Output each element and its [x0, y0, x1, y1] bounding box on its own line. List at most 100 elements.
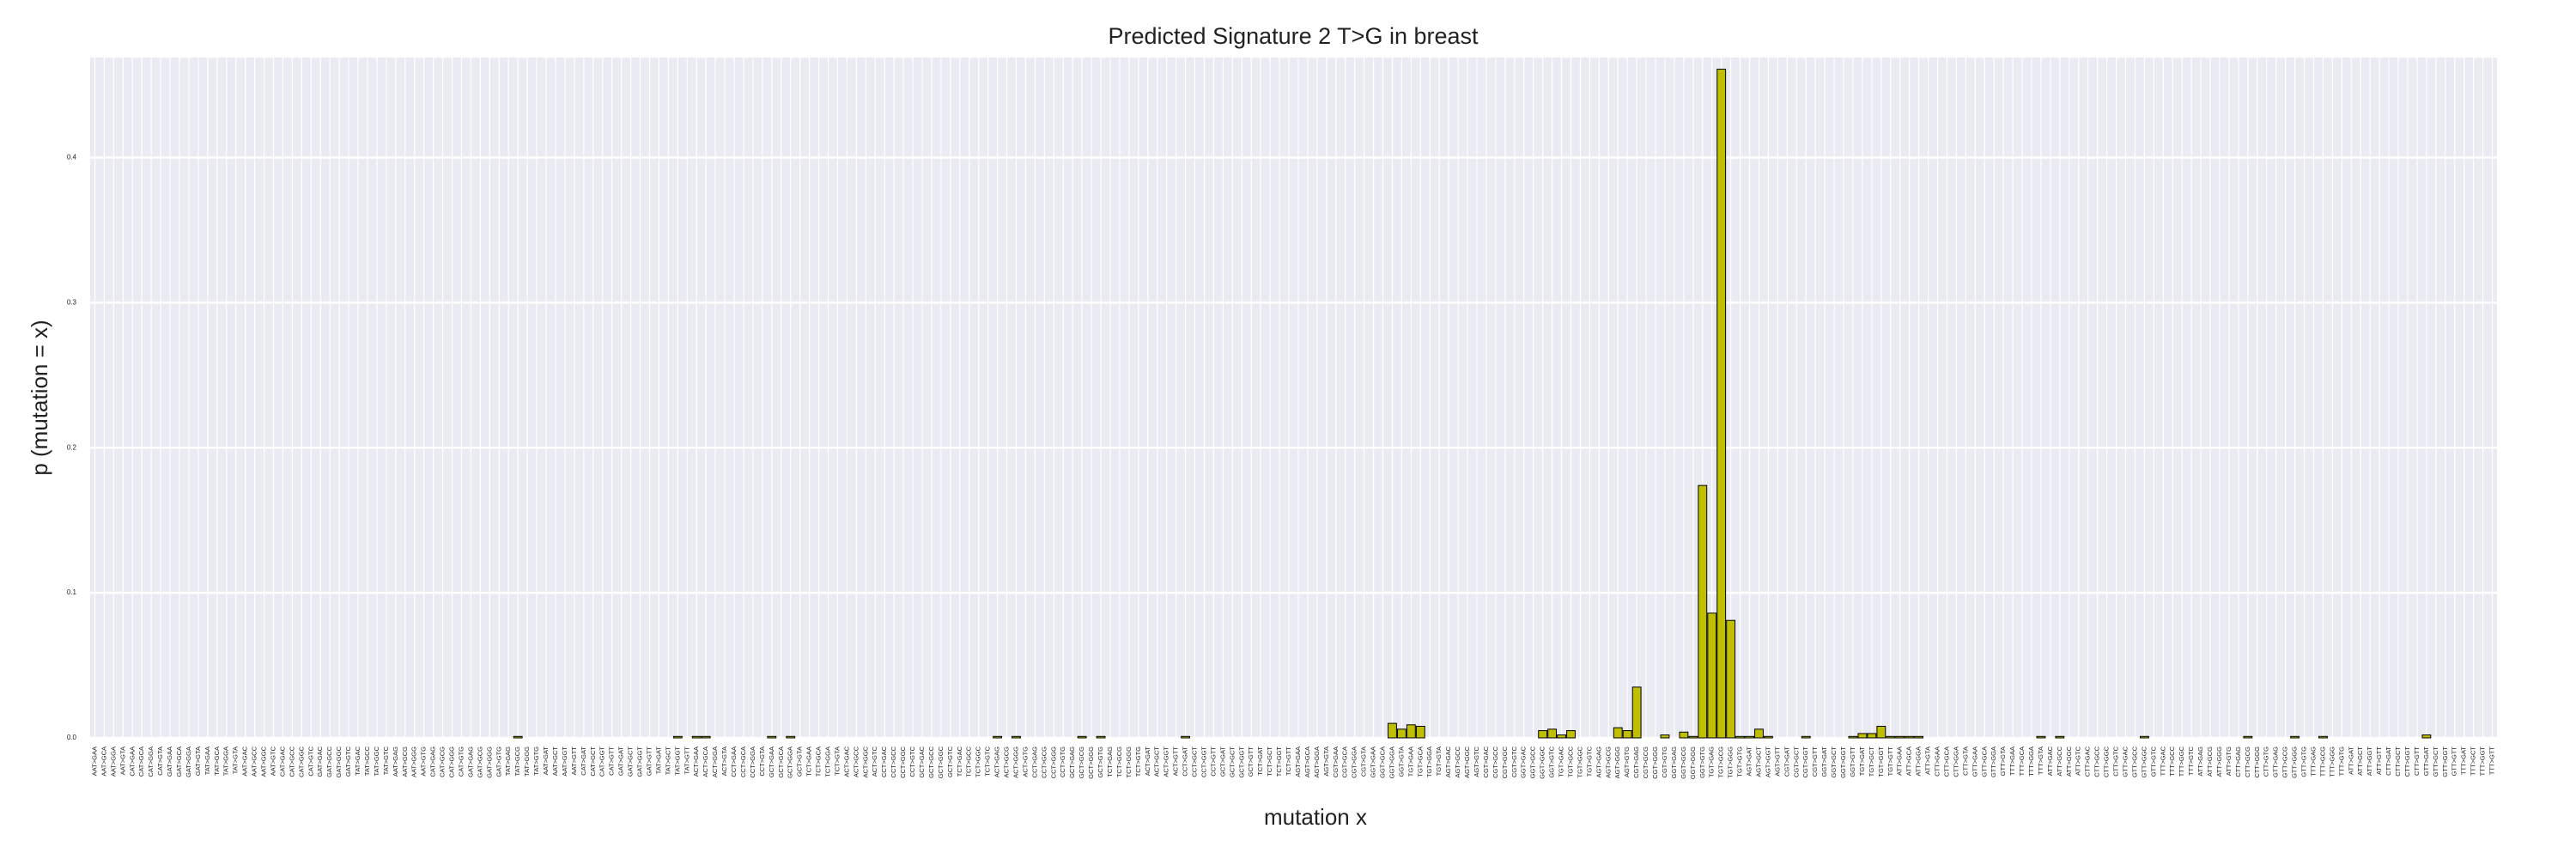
x-tick-label: TCT>GGC [975, 746, 982, 777]
x-tick-label: ACT>GAA [692, 746, 700, 777]
x-tick-label: TAT>GGC [373, 746, 380, 776]
bar [786, 735, 796, 739]
x-tick-label: TCT>GTA [833, 746, 841, 776]
x-tick-label: AGT>GGC [1463, 746, 1471, 777]
x-tick-label: TGT>GCG [1717, 746, 1725, 778]
x-tick-label: CAT>GTC [307, 746, 314, 776]
x-tick-label: ACT>GGC [861, 746, 869, 777]
x-tick-label: GAT>GCG [476, 746, 483, 777]
bar [1726, 619, 1736, 739]
x-tick-label: TAT>GAT [654, 746, 662, 775]
x-tick-label: CGT>GTA [1360, 746, 1368, 777]
x-tick-label: GCT>GCA [777, 746, 785, 777]
x-tick-label: TCT>GCT [1266, 746, 1273, 777]
x-tick-label: AGT>GCT [1754, 746, 1762, 777]
x-tick-label: GTT>GTC [2149, 746, 2157, 777]
x-tick-label: CCT>GTT [1209, 746, 1217, 777]
x-tick-label: AGT>GGT [1764, 746, 1771, 777]
x-tick-label: CTT>GCG [2244, 746, 2251, 777]
x-tick-label: ATT>GCG [2206, 746, 2214, 777]
x-tick-label: TGT>GGT [1877, 746, 1885, 777]
bar [2055, 735, 2065, 739]
x-tick-label: CAT>GAA [128, 746, 136, 777]
x-tick-label: CGT>GAA [1332, 746, 1340, 777]
x-tick-label: AAT>GTG [420, 746, 428, 777]
bar [1754, 728, 1764, 739]
x-tick-label: AAT>GTC [269, 746, 276, 776]
x-tick-label: ACT>GCG [1003, 746, 1011, 778]
x-tick-label: CCT>GAA [730, 746, 738, 777]
x-tick-label: GCT>GCC [927, 746, 935, 777]
x-tick-label: GCT>GGG [1087, 746, 1095, 779]
x-tick-label: ATT>GGC [2065, 746, 2073, 777]
x-tick-label: TCT>GCC [965, 746, 973, 777]
x-tick-label: ATT>GTG [2225, 746, 2233, 776]
x-tick-label: AAT>GAC [241, 746, 249, 776]
x-tick-label: AGT>GAA [1294, 746, 1302, 777]
bar [701, 735, 711, 739]
x-tick-label: CAT>GAC [278, 746, 286, 777]
x-tick-label: TTT>GAA [2008, 746, 2016, 776]
x-tick-label: TAT>GAC [354, 746, 361, 775]
x-tick-label: CCT>GAG [1030, 746, 1038, 778]
bar [1679, 731, 1689, 739]
bar [1566, 730, 1576, 739]
x-tick-label: TGT>GAC [1558, 746, 1565, 777]
x-tick-label: TTT>GTT [2488, 746, 2496, 776]
x-tick-label: TTT>GTA [2037, 746, 2044, 775]
x-tick-label: GGT>GTT [1849, 746, 1856, 777]
x-tick-label: AGT>GTT [1773, 746, 1781, 777]
x-tick-label: ATT>GTT [2375, 746, 2383, 775]
x-tick-label: CGT>GTC [1510, 746, 1518, 777]
bar [2139, 735, 2149, 739]
x-tick-label: TAT>GTG [532, 746, 540, 776]
x-tick-label: ACT>GAC [842, 746, 850, 777]
bar [1716, 69, 1727, 739]
bar [1012, 735, 1021, 739]
bar [1181, 735, 1191, 739]
x-tick-label: CTT>GAG [2234, 746, 2242, 777]
x-tick-label: CCT>GCA [739, 746, 747, 777]
y-tick-label: 0.4 [67, 154, 77, 161]
x-tick-label: TGT>GAT [1858, 746, 1866, 777]
x-tick-label: AGT>GTA [1322, 746, 1330, 777]
x-tick-label: GGT>GGC [1539, 746, 1546, 778]
x-tick-label: GAT>GGA [185, 746, 192, 777]
x-tick-label: TTT>GCC [2168, 746, 2176, 776]
bar [993, 735, 1003, 739]
bar [1707, 612, 1717, 739]
x-tick-label: CAT>GGG [448, 746, 456, 777]
x-tick-label: ATT>GCA [1905, 746, 1913, 776]
x-tick-label: GAT>GAA [166, 746, 173, 777]
x-tick-label: CGT>GAT [1783, 746, 1790, 777]
x-tick-label: CTT>GGG [2253, 746, 2261, 778]
x-tick-label: CCT>GCT [1191, 746, 1199, 777]
bar [1876, 725, 1886, 739]
x-tick-label: CTT>GTG [2263, 746, 2270, 777]
x-tick-label: CAT>GCC [288, 746, 295, 777]
x-tick-label: CAT>GGT [598, 746, 606, 777]
x-tick-label: AGT>GCA [1303, 746, 1311, 777]
x-tick-label: GAT>GTA [194, 746, 202, 776]
x-tick-label: TCT>GAA [805, 746, 813, 777]
x-tick-label: AAT>GAG [392, 746, 399, 777]
x-tick-label: CAT>GTA [156, 746, 164, 776]
x-tick-label: GCT>GGC [937, 746, 945, 778]
x-tick-label: TAT>GGT [673, 746, 681, 776]
bar [1613, 727, 1623, 739]
bar [2036, 735, 2046, 739]
x-tick-label: GGT>GAT [1820, 746, 1828, 777]
x-tick-label: CCT>GGA [749, 746, 756, 777]
x-tick-label: CTT>GGC [2103, 746, 2111, 777]
x-tick-label: ACT>GAT [1144, 746, 1151, 777]
x-tick-label: TGT>GAA [1406, 746, 1414, 777]
x-tick-label: CGT>GTG [1661, 746, 1668, 778]
x-tick-label: GGT>GGT [1839, 746, 1847, 778]
x-tick-label: TTT>GAT [2460, 746, 2468, 775]
x-tick-label: GGT>GCG [1680, 746, 1687, 779]
x-tick-label: CTT>GGT [2403, 746, 2411, 777]
x-tick-label: GGT>GAA [1370, 746, 1377, 777]
x-tick-label: AGT>GAC [1444, 746, 1452, 777]
x-tick-label: CAT>GGC [297, 746, 305, 777]
